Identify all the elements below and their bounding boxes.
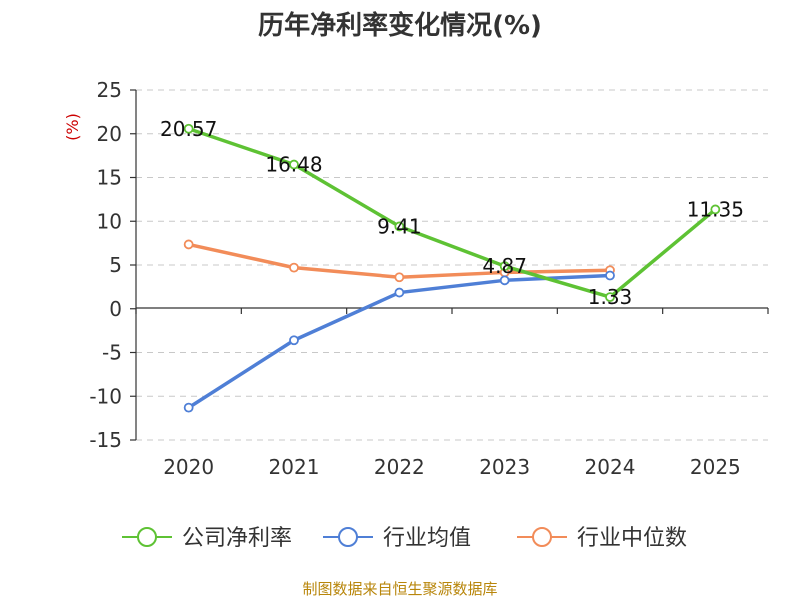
axes: 25 20 15 10 5 0 -5 -10 -15 2020 2021 2022 2023 2024 20…	[89, 78, 769, 479]
legend-label: 行业均值	[383, 526, 471, 551]
y-tick-label: -15	[89, 428, 122, 452]
x-tick-label: 2020	[163, 455, 214, 479]
y-tick-label: 20	[97, 122, 122, 146]
data-point[interactable]	[605, 270, 615, 281]
data-point[interactable]	[183, 123, 194, 134]
data-point[interactable]	[710, 204, 721, 215]
y-tick-label: -5	[102, 341, 122, 365]
series-line-2	[188, 242, 611, 279]
x-tick-label: 2021	[269, 455, 320, 479]
data-point[interactable]	[183, 402, 194, 413]
legend-marker	[137, 527, 157, 547]
data-point[interactable]	[394, 287, 405, 298]
legend-item-0[interactable]: 公司净利率	[122, 526, 292, 551]
data-point[interactable]	[289, 335, 299, 346]
legend[interactable]: 公司净利率 行业均值 行业中位数	[122, 526, 687, 551]
data-point[interactable]	[183, 239, 194, 250]
data-point[interactable]	[394, 272, 405, 283]
series-line-0	[188, 127, 717, 299]
legend-item-1[interactable]: 行业均值	[323, 526, 471, 551]
y-tick-label: 10	[97, 209, 122, 233]
x-tick-label: 2025	[690, 455, 741, 479]
data-point[interactable]	[394, 221, 405, 232]
x-tick-label: 2022	[374, 455, 425, 479]
y-tick-label: -10	[89, 384, 122, 408]
legend-label: 行业中位数	[577, 526, 687, 551]
y-tick-label: 15	[97, 166, 122, 190]
legend-item-2[interactable]: 行业中位数	[517, 526, 687, 551]
data-label: 20.57	[160, 117, 217, 141]
data-point[interactable]	[499, 261, 510, 272]
data-point[interactable]	[289, 159, 299, 170]
series-lines	[183, 123, 721, 413]
legend-label: 公司净利率	[182, 526, 292, 551]
data-label: 1.33	[588, 285, 633, 309]
x-tick-label: 2024	[585, 455, 636, 479]
chart-title: 历年净利率变化情况(%)	[258, 10, 542, 41]
x-tick-label: 2023	[479, 455, 530, 479]
source-note: 制图数据来自恒生聚源数据库	[302, 580, 497, 598]
data-label: 9.41	[377, 214, 422, 238]
y-tick-label: 0	[109, 297, 122, 321]
y-axis-unit: (%)	[63, 113, 82, 141]
legend-marker	[532, 527, 552, 547]
data-point[interactable]	[605, 292, 615, 303]
data-label: 11.35	[687, 197, 744, 221]
data-label: 16.48	[265, 153, 322, 177]
y-tick-label: 5	[109, 253, 122, 277]
legend-marker	[338, 527, 358, 547]
data-point[interactable]	[499, 275, 510, 286]
data-labels: 20.57 16.48 9.41 4.87 1.33 11.35	[160, 117, 744, 309]
y-tick-label: 25	[97, 78, 122, 102]
data-label: 4.87	[482, 254, 527, 278]
data-point[interactable]	[289, 262, 299, 273]
